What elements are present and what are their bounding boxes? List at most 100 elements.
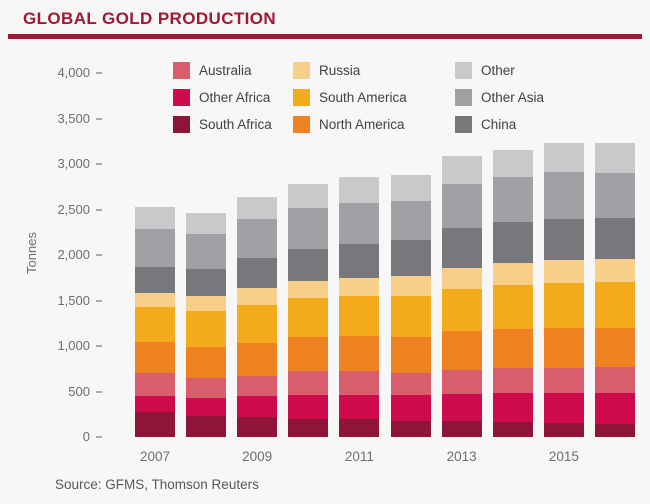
- bar-2012: [390, 175, 431, 437]
- bar-segment-south-africa: [237, 417, 278, 437]
- bar-segment-other: [237, 196, 278, 220]
- bar-segment-south-africa: [441, 420, 482, 437]
- y-tick-mark: [96, 254, 102, 256]
- bar-segment-russia: [237, 287, 278, 305]
- bar-segment-russia: [441, 267, 482, 289]
- bar-segment-china: [339, 244, 380, 279]
- bar-segment-north-america: [288, 337, 329, 372]
- bar-segment-australia: [237, 375, 278, 397]
- legend-item-south-america: South America: [293, 89, 407, 106]
- y-tick-label: 3,000: [57, 156, 90, 171]
- bar-segment-other: [390, 175, 431, 201]
- bar-segment-south-america: [390, 296, 431, 338]
- y-tick-mark: [96, 299, 102, 302]
- y-tick-mark: [96, 72, 102, 74]
- bar-segment-other: [135, 207, 175, 230]
- bar-segment-australia: [135, 373, 175, 396]
- y-tick-mark: [96, 117, 102, 120]
- bar-segment-china: [492, 221, 533, 263]
- bar-segment-russia: [339, 278, 380, 297]
- bar-segment-other: [441, 155, 482, 185]
- bar-segment-south-africa: [186, 415, 227, 437]
- bar-segment-south-africa: [339, 419, 380, 437]
- bar-segment-other-africa: [339, 394, 380, 420]
- bar-segment-south-america: [186, 310, 227, 348]
- y-tick-label: 2,500: [57, 201, 90, 217]
- bar-segment-north-america: [441, 331, 482, 370]
- bar-segment-russia: [492, 262, 533, 286]
- bar-segment-china: [595, 218, 635, 260]
- bar-segment-australia: [186, 378, 227, 398]
- y-tick-mark: [96, 163, 102, 165]
- legend-item-china: China: [455, 116, 516, 133]
- bar-segment-south-africa: [595, 424, 635, 437]
- title-divider: [8, 34, 642, 39]
- legend-label: Other Asia: [481, 90, 545, 105]
- bar-segment-south-america: [441, 288, 482, 332]
- bar-segment-other-asia: [186, 233, 227, 270]
- bar-segment-other: [595, 142, 635, 173]
- y-tick-label: 500: [68, 383, 90, 399]
- legend-item-russia: Russia: [293, 62, 360, 79]
- bar-segment-australia: [288, 371, 329, 395]
- legend-label: Other Africa: [199, 90, 271, 105]
- bar-segment-north-america: [135, 341, 175, 374]
- bar-segment-other-africa: [186, 397, 227, 416]
- legend-item-other: Other: [455, 62, 515, 79]
- legend-swatch-icon: [455, 116, 472, 133]
- bar-segment-other-asia: [492, 177, 533, 222]
- y-tick-label: 2,000: [57, 247, 90, 262]
- legend-swatch-icon: [293, 89, 310, 106]
- bar-segment-russia: [543, 260, 584, 284]
- legend-item-north-america: North America: [293, 116, 405, 133]
- bar-segment-australia: [390, 372, 431, 396]
- x-tick-label: 2007: [139, 449, 171, 464]
- bar-segment-south-america: [595, 282, 635, 328]
- bar-segment-other-africa: [543, 393, 584, 424]
- bar-segment-other-africa: [595, 393, 635, 425]
- bar-segment-australia: [339, 371, 380, 395]
- bar-segment-other-africa: [441, 393, 482, 421]
- bar-segment-china: [390, 239, 431, 277]
- y-tick-mark: [96, 390, 102, 393]
- bar-segment-other-asia: [288, 208, 329, 250]
- bar-segment-south-africa: [390, 420, 431, 437]
- bar-segment-south-america: [543, 283, 584, 328]
- bar-2014: [492, 149, 533, 437]
- bar-segment-other-asia: [441, 184, 482, 228]
- bar-segment-south-america: [339, 296, 380, 337]
- legend-label: China: [481, 117, 517, 132]
- bar-segment-china: [135, 267, 175, 293]
- legend-item-other-asia: Other Asia: [455, 89, 544, 106]
- x-tick-label: 2011: [344, 449, 374, 464]
- bar-segment-north-america: [492, 329, 533, 369]
- bar-segment-north-america: [237, 342, 278, 376]
- bar-segment-other-asia: [237, 219, 278, 259]
- bar-segment-other-africa: [288, 394, 329, 419]
- legend-label: North America: [319, 117, 405, 132]
- legend-item-australia: Australia: [173, 62, 252, 79]
- legend-label: South Africa: [199, 117, 272, 132]
- legend-label: Other: [481, 63, 515, 78]
- legend-swatch-icon: [293, 116, 310, 133]
- bar-segment-other: [186, 212, 227, 234]
- bar-segment-other-africa: [390, 395, 431, 421]
- bar-segment-russia: [135, 292, 175, 308]
- x-tick-label: 2015: [548, 449, 579, 464]
- bar-segment-russia: [390, 276, 431, 297]
- bar-segment-china: [441, 227, 482, 268]
- bar-segment-other-africa: [492, 393, 533, 423]
- bar-segment-north-america: [390, 337, 431, 373]
- legend-swatch-icon: [293, 62, 310, 79]
- bar-segment-south-africa: [543, 423, 584, 437]
- legend-swatch-icon: [173, 116, 190, 133]
- bar-segment-north-america: [543, 327, 584, 368]
- bar-segment-south-africa: [288, 418, 329, 437]
- y-tick-mark: [96, 208, 102, 211]
- bar-segment-south-america: [288, 298, 329, 338]
- bar-2007: [135, 207, 175, 437]
- bar-segment-other: [492, 149, 533, 178]
- bar-2015: [543, 143, 584, 437]
- bar-2008: [186, 212, 227, 437]
